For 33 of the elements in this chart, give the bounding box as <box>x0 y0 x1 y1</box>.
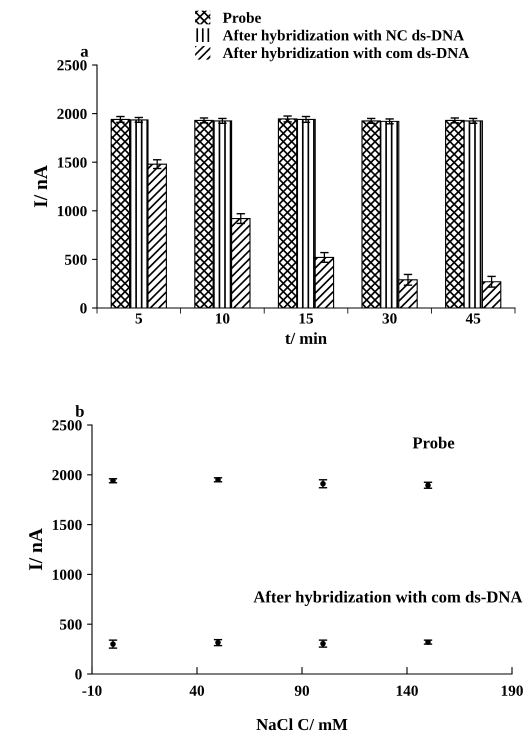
y-axis-title: I/ nA <box>34 165 48 208</box>
y-tick-label: 1500 <box>58 157 87 168</box>
y-tick-label: 500 <box>60 619 82 630</box>
y-tick-label: 500 <box>64 254 87 265</box>
y-tick-label: 1500 <box>52 520 82 530</box>
y-tick-label: 0 <box>80 303 87 314</box>
x-tick-label: 15 <box>300 313 314 324</box>
legend-label: After hybridization with NC ds-DNA <box>222 30 464 44</box>
y-tick-label: 2500 <box>57 60 87 70</box>
x-axis-title: NaCl C/ mM <box>256 718 348 730</box>
legend-label: After hybridization with com ds-DNA <box>222 47 470 62</box>
y-tick-label: 2000 <box>57 108 87 120</box>
x-tick-label: 10 <box>216 313 230 324</box>
chart-title: a <box>80 48 88 57</box>
x-tick-label: -10 <box>82 686 102 696</box>
x-tick-label: 45 <box>466 313 480 324</box>
chart-title: b <box>75 405 84 417</box>
y-tick-label: 2500 <box>52 420 82 430</box>
y-tick-label: 1000 <box>58 206 87 216</box>
x-tick-label: 40 <box>190 686 204 696</box>
legend-label: Probe <box>222 12 261 23</box>
x-axis-title: t/ min <box>285 332 327 344</box>
y-axis-title: I/ nA <box>29 528 42 570</box>
text: After hybridization with com ds-DNA <box>253 590 522 606</box>
y-tick-label: 0 <box>75 669 82 680</box>
y-tick-label: 2000 <box>52 470 82 480</box>
x-tick-label: 5 <box>136 313 142 324</box>
x-tick-label: 30 <box>382 313 397 324</box>
y-tick-label: 1000 <box>52 570 82 580</box>
x-tick-label: 90 <box>294 686 310 696</box>
x-tick-label: 140 <box>396 686 418 696</box>
x-tick-label: 190 <box>502 686 523 696</box>
text: Probe <box>412 436 454 449</box>
